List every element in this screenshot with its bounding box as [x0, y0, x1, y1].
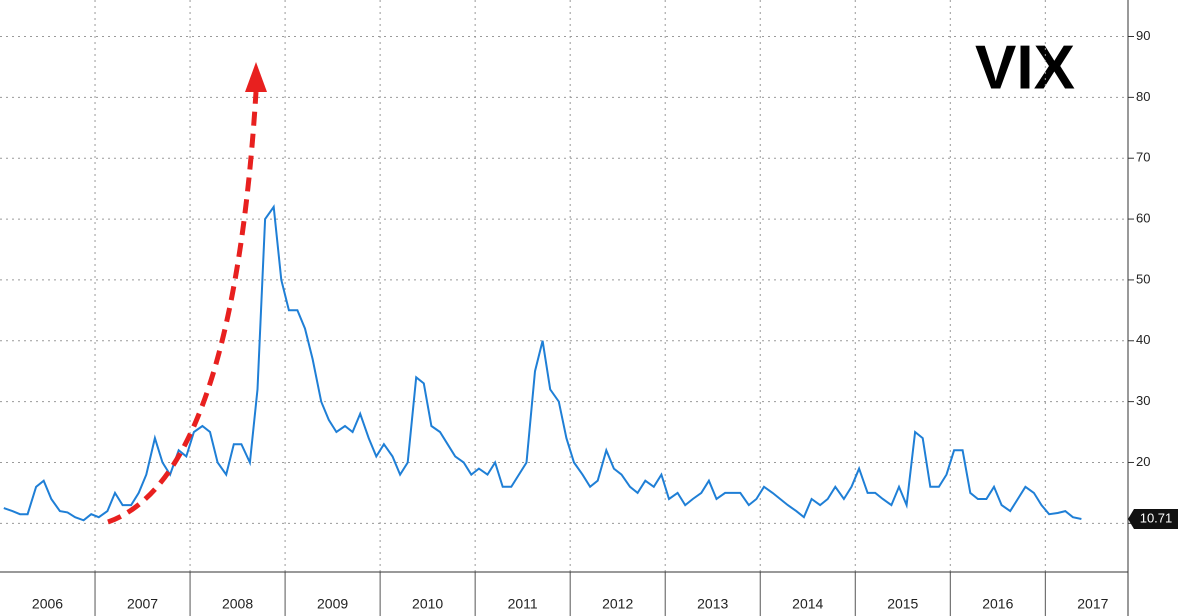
y-tick-label: 80	[1136, 89, 1150, 104]
chart-title: VIX	[975, 33, 1075, 102]
y-tick-label: 30	[1136, 393, 1150, 408]
x-tick-label: 2014	[792, 596, 823, 612]
y-tick-label: 40	[1136, 332, 1150, 347]
x-tick-label: 2013	[697, 596, 728, 612]
last-value-label: 10.71	[1140, 510, 1173, 525]
x-tick-label: 2009	[317, 596, 348, 612]
arrow-head	[245, 62, 267, 92]
x-tick-label: 2015	[887, 596, 918, 612]
vix-line	[3, 204, 1082, 522]
y-tick-label: 20	[1136, 454, 1150, 469]
x-tick-label: 2016	[982, 596, 1013, 612]
x-tick-label: 2011	[508, 596, 538, 612]
x-tick-label: 2008	[222, 596, 253, 612]
y-tick-label: 70	[1136, 150, 1150, 165]
y-tick-label: 60	[1136, 211, 1150, 226]
y-tick-label: 90	[1136, 28, 1150, 43]
trend-arrow	[107, 91, 259, 525]
x-tick-label: 2007	[127, 596, 158, 612]
x-tick-label: 2017	[1077, 596, 1108, 612]
y-tick-label: 50	[1136, 271, 1150, 286]
x-tick-label: 2012	[602, 596, 633, 612]
last-value-box	[1128, 508, 1178, 529]
x-tick-label: 2010	[412, 596, 443, 612]
x-tick-label: 2006	[32, 596, 63, 612]
